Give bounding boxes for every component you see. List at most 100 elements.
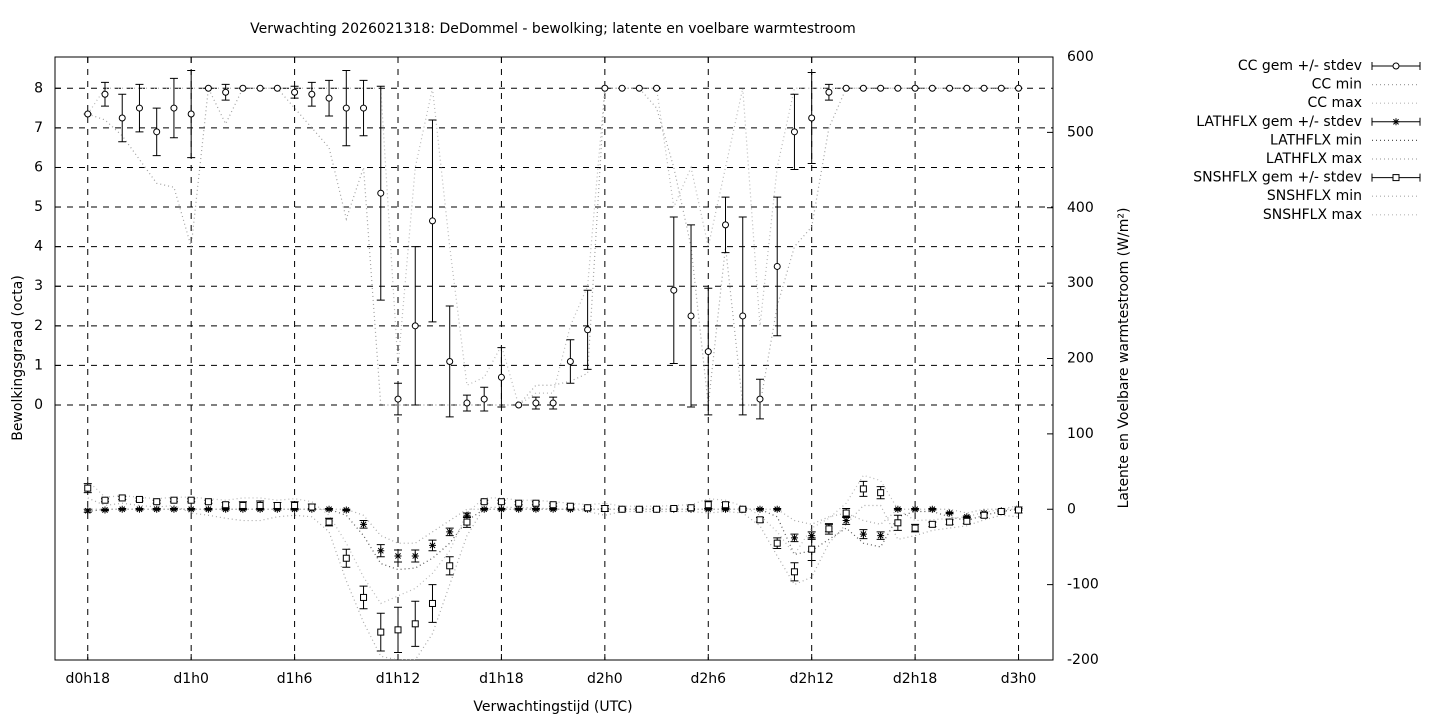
- legend: CC gem +/- stdev CC min CC max LATHFLX gem …: [1193, 58, 1421, 223]
- marker: [601, 504, 609, 512]
- marker: [549, 505, 557, 513]
- legend-label: SNSHFLX max: [1263, 207, 1362, 223]
- marker: [204, 84, 212, 92]
- marker: [428, 541, 436, 549]
- marker: [101, 506, 109, 514]
- marker: [842, 517, 850, 525]
- marker: [394, 552, 402, 560]
- marker: [394, 395, 402, 403]
- marker: [170, 104, 178, 112]
- y2-axis-label: Latente en Voelbare warmtestroom (W/m²): [1116, 208, 1132, 509]
- marker: [566, 357, 574, 365]
- marker: [325, 505, 333, 513]
- marker: [84, 507, 92, 515]
- marker: [773, 505, 781, 513]
- marker: [497, 373, 505, 381]
- marker: [273, 84, 281, 92]
- marker: [549, 399, 557, 407]
- marker: [618, 84, 626, 92]
- marker: [1015, 506, 1023, 514]
- marker: [704, 348, 712, 356]
- marker: [773, 539, 781, 547]
- marker: [222, 88, 230, 96]
- marker: [497, 498, 505, 506]
- y-tick-label: 0: [34, 397, 43, 413]
- y-tick-label: 5: [34, 199, 43, 215]
- y-tick-label: 4: [34, 239, 43, 255]
- marker: [532, 499, 540, 507]
- marker: [773, 262, 781, 270]
- marker: [187, 110, 195, 118]
- marker: [808, 114, 816, 122]
- marker: [687, 504, 695, 512]
- x-tick-label: d1h6: [277, 671, 313, 687]
- marker: [411, 552, 419, 560]
- y2-tick-label: 400: [1067, 200, 1094, 216]
- marker: [273, 505, 281, 513]
- plot-area: [55, 57, 1053, 660]
- marker: [135, 104, 143, 112]
- marker: [928, 84, 936, 92]
- marker: [532, 399, 540, 407]
- marker: [463, 518, 471, 526]
- marker: [325, 518, 333, 526]
- marker: [808, 545, 816, 553]
- marker: [222, 505, 230, 513]
- marker: [273, 501, 281, 509]
- marker: [256, 84, 264, 92]
- marker: [722, 501, 730, 509]
- x-tick-label: d2h12: [789, 671, 833, 687]
- marker: [463, 511, 471, 519]
- marker: [877, 532, 885, 540]
- marker: [739, 312, 747, 320]
- marker: [101, 496, 109, 504]
- y-axis-label: Bewolkingsgraad (octa): [10, 275, 26, 441]
- marker: [635, 505, 643, 513]
- marker: [84, 110, 92, 118]
- marker: [808, 532, 816, 540]
- marker: [618, 505, 626, 513]
- marker: [394, 626, 402, 634]
- marker: [911, 84, 919, 92]
- marker: [360, 593, 368, 601]
- marker: [325, 94, 333, 102]
- marker: [342, 554, 350, 562]
- marker: [946, 84, 954, 92]
- marker: [722, 221, 730, 229]
- marker: [308, 90, 316, 98]
- y2-tick-label: -100: [1067, 577, 1099, 593]
- marker: [946, 509, 954, 517]
- marker: [566, 502, 574, 510]
- y-tick-label: 1: [34, 357, 43, 373]
- marker: [859, 84, 867, 92]
- marker: [411, 620, 419, 628]
- marker: [1015, 84, 1023, 92]
- marker: [118, 494, 126, 502]
- y-tick-label: 7: [34, 120, 43, 136]
- marker: [239, 84, 247, 92]
- marker: [911, 524, 919, 532]
- marker: [497, 505, 505, 513]
- marker: [842, 84, 850, 92]
- marker: [549, 501, 557, 509]
- y2-tick-label: 100: [1067, 426, 1094, 442]
- x-tick-label: d2h18: [893, 671, 937, 687]
- marker: [584, 504, 592, 512]
- marker: [980, 511, 988, 519]
- legend-label: LATHFLX max: [1266, 151, 1362, 167]
- marker: [480, 498, 488, 506]
- marker: [170, 505, 178, 513]
- marker: [135, 495, 143, 503]
- marker: [756, 505, 764, 513]
- chart-title: Verwachting 2026021318: DeDommel - bewol…: [250, 21, 856, 37]
- plot-border: [54, 56, 1054, 661]
- y2-tick-label: 0: [1067, 501, 1076, 517]
- marker: [532, 505, 540, 513]
- marker: [997, 508, 1005, 516]
- legend-label: CC max: [1307, 95, 1362, 111]
- marker: [980, 84, 988, 92]
- legend-marker: [1392, 118, 1400, 126]
- marker: [377, 628, 385, 636]
- marker: [428, 217, 436, 225]
- marker: [291, 501, 299, 509]
